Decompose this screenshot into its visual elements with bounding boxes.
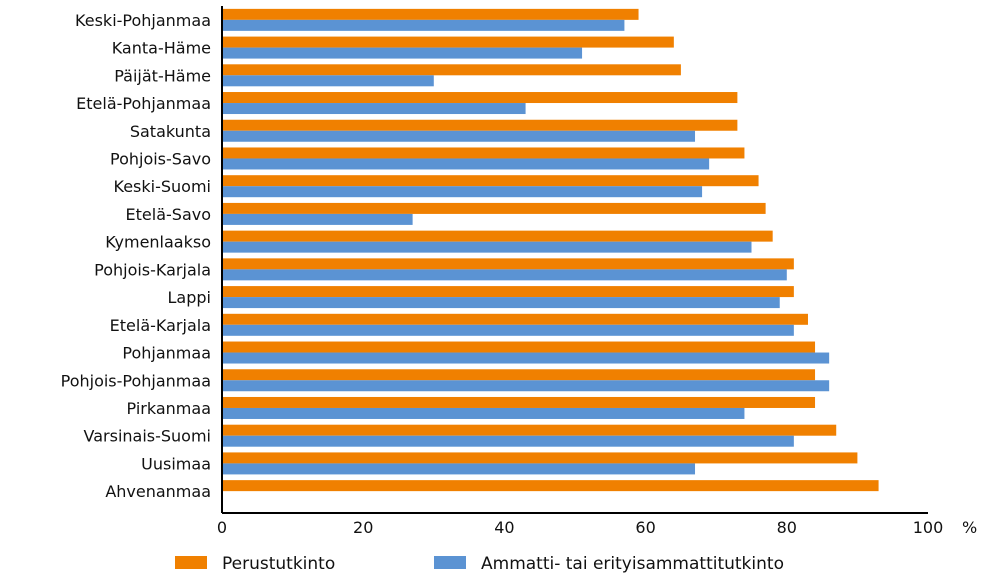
bar-ammatti-0 <box>222 19 625 31</box>
bar-ammatti-9 <box>222 269 787 281</box>
category-label: Lappi <box>168 288 211 307</box>
x-tick-label: 100 <box>913 518 944 537</box>
category-label: Varsinais-Suomi <box>84 427 211 446</box>
bar-perustutkinto-8 <box>222 230 773 242</box>
x-tick-label: 0 <box>217 518 227 537</box>
legend-label-perustutkinto: Perustutkinto <box>222 554 335 574</box>
category-label: Satakunta <box>130 122 211 141</box>
bar-perustutkinto-10 <box>222 286 794 298</box>
category-label: Kymenlaakso <box>105 233 211 252</box>
bar-perustutkinto-0 <box>222 8 639 20</box>
category-label: Päijät-Häme <box>114 66 211 85</box>
category-label: Etelä-Karjala <box>110 316 211 335</box>
bar-ammatti-16 <box>222 463 696 475</box>
bars <box>222 8 879 492</box>
bar-ammatti-7 <box>222 213 413 225</box>
bar-ammatti-4 <box>222 130 696 142</box>
legend: Perustutkinto Ammatti- tai erityisammatt… <box>175 554 784 574</box>
category-label: Uusimaa <box>141 454 211 473</box>
bar-perustutkinto-15 <box>222 424 837 436</box>
category-labels: Keski-Pohjanmaa Kanta-Häme Päijät-Häme Etel… <box>61 11 211 501</box>
bar-ammatti-14 <box>222 407 745 419</box>
bar-ammatti-6 <box>222 186 703 198</box>
bar-ammatti-8 <box>222 241 752 253</box>
bar-perustutkinto-14 <box>222 396 816 408</box>
category-label: Pohjois-Pohjanmaa <box>61 371 211 390</box>
bar-ammatti-10 <box>222 297 780 309</box>
bar-perustutkinto-7 <box>222 202 766 214</box>
legend-label-ammatti: Ammatti- tai erityisammattitutkinto <box>481 554 784 574</box>
category-label: Pohjois-Karjala <box>94 260 211 279</box>
bar-perustutkinto-13 <box>222 369 816 381</box>
category-label: Etelä-Savo <box>126 205 211 224</box>
bar-perustutkinto-9 <box>222 258 794 270</box>
category-label: Pohjanmaa <box>122 344 211 363</box>
bar-perustutkinto-6 <box>222 175 759 187</box>
x-tick-label: 40 <box>494 518 514 537</box>
bar-perustutkinto-2 <box>222 64 681 76</box>
category-label: Pohjois-Savo <box>110 149 211 168</box>
bar-ammatti-3 <box>222 103 526 115</box>
bar-ammatti-12 <box>222 352 830 364</box>
bar-ammatti-11 <box>222 324 794 336</box>
x-axis-unit-label: % <box>962 518 977 537</box>
bar-ammatti-13 <box>222 380 830 392</box>
bar-ammatti-15 <box>222 435 794 447</box>
bar-ammatti-1 <box>222 47 583 59</box>
category-label: Keski-Suomi <box>114 177 211 196</box>
bar-perustutkinto-16 <box>222 452 858 464</box>
x-tick-label: 60 <box>635 518 655 537</box>
bar-perustutkinto-12 <box>222 341 816 353</box>
x-tick-label: 80 <box>777 518 797 537</box>
bar-perustutkinto-3 <box>222 92 738 104</box>
legend-swatch-ammatti <box>434 556 466 569</box>
category-label: Keski-Pohjanmaa <box>75 11 211 30</box>
bar-perustutkinto-1 <box>222 36 674 48</box>
x-tick-label: 20 <box>353 518 373 537</box>
x-tick-labels: 0 20 40 60 80 100 <box>217 518 943 537</box>
bar-perustutkinto-4 <box>222 119 738 131</box>
category-label: Ahvenanmaa <box>105 482 211 501</box>
category-label: Pirkanmaa <box>127 399 211 418</box>
category-label: Etelä-Pohjanmaa <box>76 94 211 113</box>
bar-perustutkinto-11 <box>222 313 808 325</box>
bar-perustutkinto-5 <box>222 147 745 159</box>
category-label: Kanta-Häme <box>112 39 211 58</box>
bar-ammatti-5 <box>222 158 710 170</box>
legend-swatch-perustutkinto <box>175 556 207 569</box>
bar-ammatti-2 <box>222 75 434 87</box>
bar-perustutkinto-17 <box>222 480 879 492</box>
